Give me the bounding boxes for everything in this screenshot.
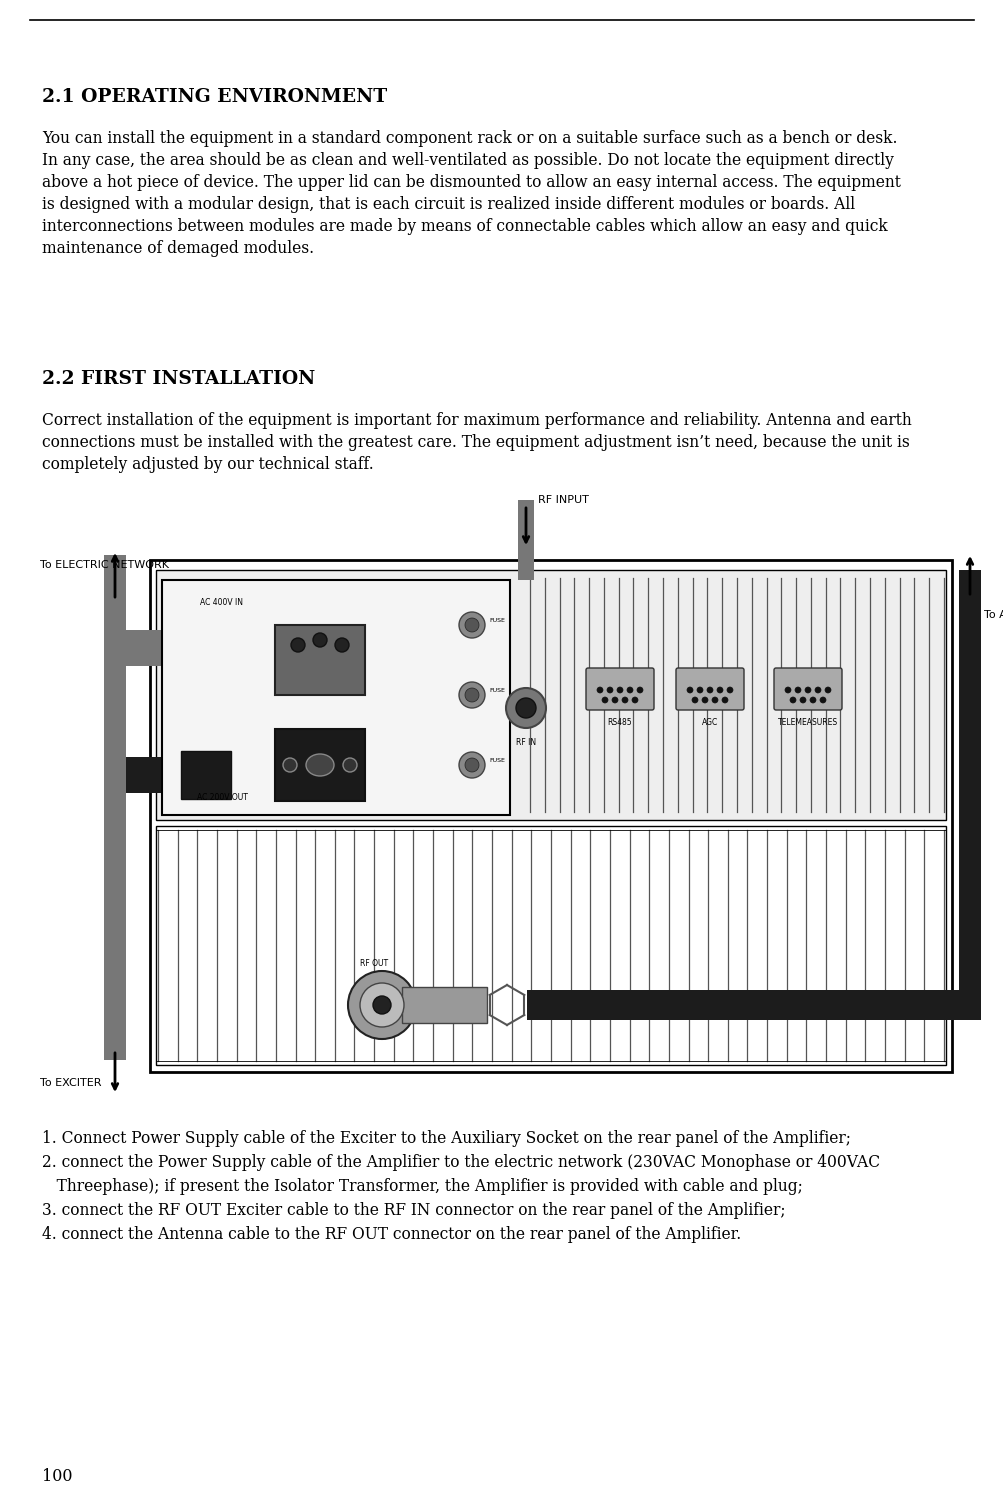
Bar: [155, 826, 945, 1065]
Text: AC 400V IN: AC 400V IN: [201, 598, 244, 607]
Circle shape: [291, 638, 305, 652]
Circle shape: [726, 686, 732, 692]
Text: 2.1 OPERATING ENVIRONMENT: 2.1 OPERATING ENVIRONMENT: [42, 89, 387, 107]
Circle shape: [464, 617, 478, 632]
Circle shape: [794, 686, 800, 692]
Text: 2.2 FIRST INSTALLATION: 2.2 FIRST INSTALLATION: [42, 369, 315, 388]
Circle shape: [784, 686, 790, 692]
Text: TELEMEASURES: TELEMEASURES: [777, 718, 838, 727]
Ellipse shape: [306, 754, 334, 777]
Circle shape: [360, 982, 403, 1027]
Text: interconnections between modules are made by means of connectable cables which a: interconnections between modules are mad…: [42, 218, 887, 234]
Circle shape: [824, 686, 830, 692]
Circle shape: [602, 697, 608, 703]
Bar: [527, 990, 969, 1020]
Bar: [161, 580, 510, 816]
Bar: [958, 569, 980, 1020]
Text: 4. connect the Antenna cable to the RF OUT connector on the rear panel of the Am: 4. connect the Antenna cable to the RF O…: [42, 1226, 740, 1244]
Text: To ELECTRIC NETWORK: To ELECTRIC NETWORK: [40, 560, 169, 569]
Circle shape: [691, 697, 697, 703]
Circle shape: [607, 686, 613, 692]
FancyBboxPatch shape: [773, 668, 842, 710]
Bar: [275, 625, 365, 695]
Circle shape: [458, 753, 484, 778]
Text: 100: 100: [42, 1467, 72, 1485]
Circle shape: [804, 686, 810, 692]
Text: RS485: RS485: [607, 718, 632, 727]
Circle shape: [458, 682, 484, 707]
Circle shape: [335, 638, 349, 652]
Circle shape: [373, 996, 390, 1014]
Circle shape: [721, 697, 727, 703]
Circle shape: [617, 686, 623, 692]
FancyBboxPatch shape: [675, 668, 743, 710]
Circle shape: [464, 759, 478, 772]
Text: 2. connect the Power Supply cable of the Amplifier to the electric network (230V: 2. connect the Power Supply cable of the…: [42, 1154, 880, 1172]
Circle shape: [283, 759, 297, 772]
Circle shape: [809, 697, 815, 703]
Text: is designed with a modular design, that is each circuit is realized inside diffe: is designed with a modular design, that …: [42, 195, 855, 213]
Circle shape: [814, 686, 820, 692]
Text: FUSE: FUSE: [488, 759, 505, 763]
Circle shape: [696, 686, 702, 692]
Circle shape: [516, 698, 536, 718]
Bar: [401, 987, 486, 1023]
FancyBboxPatch shape: [586, 668, 653, 710]
Bar: [518, 500, 534, 580]
Circle shape: [464, 688, 478, 701]
Circle shape: [701, 697, 707, 703]
Circle shape: [622, 697, 627, 703]
Text: RF OUT: RF OUT: [360, 958, 388, 967]
Circle shape: [706, 686, 712, 692]
Circle shape: [506, 688, 546, 728]
Text: To ANTENNA: To ANTENNA: [983, 610, 1003, 620]
Text: maintenance of demaged modules.: maintenance of demaged modules.: [42, 240, 314, 257]
Bar: [125, 629, 161, 665]
Text: Correct installation of the equipment is important for maximum performance and r: Correct installation of the equipment is…: [42, 412, 911, 430]
Circle shape: [612, 697, 618, 703]
Text: RF INPUT: RF INPUT: [538, 496, 589, 505]
Circle shape: [627, 686, 632, 692]
Text: FUSE: FUSE: [488, 619, 505, 623]
Text: You can install the equipment in a standard component rack or on a suitable surf: You can install the equipment in a stand…: [42, 131, 897, 147]
Text: 1. Connect Power Supply cable of the Exciter to the Auxiliary Socket on the rear: 1. Connect Power Supply cable of the Exc…: [42, 1130, 851, 1148]
Text: completely adjusted by our technical staff.: completely adjusted by our technical sta…: [42, 457, 373, 473]
Bar: [181, 751, 231, 799]
Text: 3. connect the RF OUT Exciter cable to the RF IN connector on the rear panel of : 3. connect the RF OUT Exciter cable to t…: [42, 1202, 784, 1220]
Bar: [155, 569, 945, 820]
Text: Threephase); if present the Isolator Transformer, the Amplifier is provided with: Threephase); if present the Isolator Tra…: [42, 1178, 802, 1196]
Text: To EXCITER: To EXCITER: [40, 1078, 101, 1087]
Text: RF IN: RF IN: [516, 737, 536, 746]
Bar: [125, 757, 206, 793]
Circle shape: [343, 759, 357, 772]
Bar: [149, 560, 951, 1072]
Circle shape: [348, 970, 415, 1039]
Text: AGC: AGC: [701, 718, 717, 727]
Circle shape: [636, 686, 642, 692]
Text: AC 200V OUT: AC 200V OUT: [197, 793, 247, 802]
Text: connections must be installed with the greatest care. The equipment adjustment i: connections must be installed with the g…: [42, 434, 909, 451]
Bar: [104, 556, 125, 1060]
Text: above a hot piece of device. The upper lid can be dismounted to allow an easy in: above a hot piece of device. The upper l…: [42, 174, 900, 191]
Circle shape: [716, 686, 722, 692]
Bar: [275, 728, 365, 801]
Circle shape: [711, 697, 717, 703]
Text: FUSE: FUSE: [488, 688, 505, 694]
Circle shape: [458, 611, 484, 638]
Circle shape: [686, 686, 692, 692]
Circle shape: [597, 686, 603, 692]
Circle shape: [631, 697, 637, 703]
Text: In any case, the area should be as clean and well-ventilated as possible. Do not: In any case, the area should be as clean…: [42, 152, 893, 170]
Circle shape: [799, 697, 805, 703]
Circle shape: [789, 697, 795, 703]
Circle shape: [313, 632, 327, 647]
Circle shape: [819, 697, 825, 703]
